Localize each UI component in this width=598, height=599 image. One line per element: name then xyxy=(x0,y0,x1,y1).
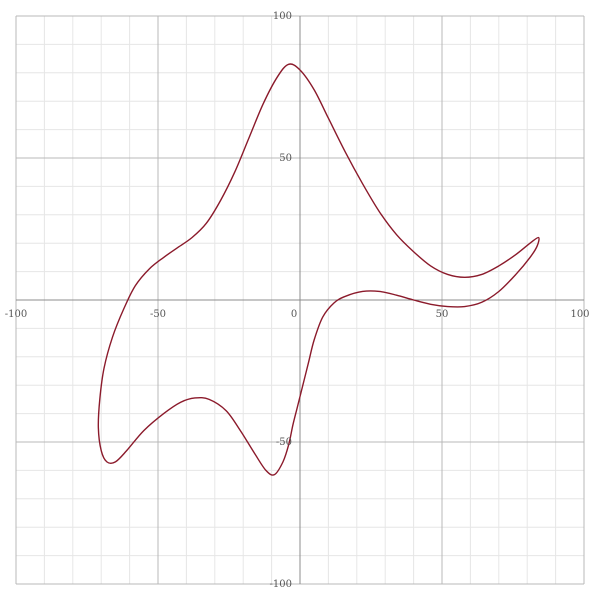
x-tick-label-0: 0 xyxy=(291,309,297,320)
tick-labels: -100 -50 0 50 100 100 50 -50 -100 xyxy=(5,11,590,590)
y-tick-label-neg100: -100 xyxy=(270,579,292,590)
x-tick-label-neg100: -100 xyxy=(5,309,27,320)
x-tick-label-100: 100 xyxy=(570,309,589,320)
axes xyxy=(16,16,584,584)
x-tick-label-50: 50 xyxy=(436,309,449,320)
y-tick-label-100: 100 xyxy=(273,11,292,22)
series-group xyxy=(97,63,540,476)
y-tick-label-neg50: -50 xyxy=(276,437,292,448)
x-tick-label-neg50: -50 xyxy=(150,309,166,320)
series-line-0 xyxy=(97,63,540,476)
y-tick-label-50: 50 xyxy=(279,153,292,164)
